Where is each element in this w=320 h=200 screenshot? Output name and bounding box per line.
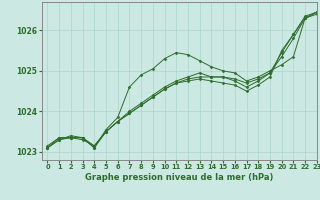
X-axis label: Graphe pression niveau de la mer (hPa): Graphe pression niveau de la mer (hPa): [85, 173, 273, 182]
